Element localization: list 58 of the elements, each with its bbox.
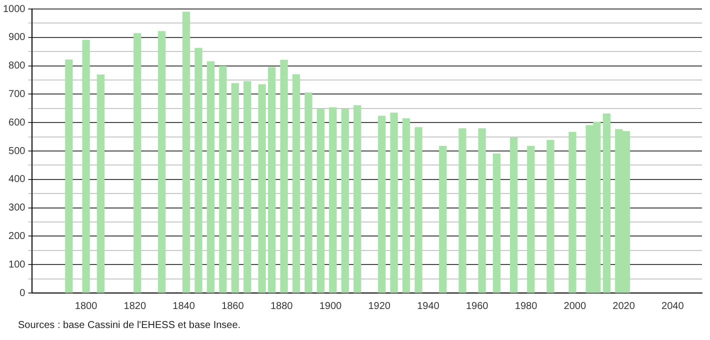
y-tick-label: 0 (20, 288, 26, 299)
x-tick-label: 1860 (222, 300, 244, 312)
bar (439, 146, 447, 293)
bar (546, 140, 554, 293)
bar (258, 84, 266, 293)
bar (268, 67, 276, 293)
bar (378, 116, 386, 293)
bar (280, 60, 288, 293)
bar (304, 92, 312, 293)
x-tick-label: 1940 (417, 300, 440, 312)
bar (329, 107, 337, 293)
bar (568, 132, 576, 293)
bar (82, 40, 90, 293)
bar (354, 105, 362, 293)
x-tick-label: 1960 (466, 300, 489, 312)
x-tick-label: 1980 (514, 300, 538, 312)
y-tick-label: 200 (8, 230, 26, 242)
bar (158, 31, 166, 293)
x-tick-label: 2000 (564, 300, 586, 312)
y-tick-label: 100 (8, 259, 26, 270)
x-tick-label: 1880 (270, 300, 294, 312)
x-tick-label: 2020 (612, 300, 636, 312)
bar (219, 66, 227, 293)
bar (292, 74, 300, 293)
bar (390, 112, 398, 293)
bar (341, 108, 349, 293)
x-tick-label: 1920 (368, 300, 391, 312)
bar (402, 118, 410, 293)
bar (602, 113, 610, 293)
bar (244, 81, 252, 293)
source-note: Sources : base Cassini de l'EHESS et base Insee. (18, 320, 241, 331)
y-tick-label: 700 (8, 88, 26, 100)
y-tick-label: 500 (8, 146, 26, 157)
y-tick-label: 1000 (2, 4, 26, 15)
bar (182, 12, 190, 293)
x-tick-label: 1820 (124, 300, 146, 312)
x-tick-label: 1840 (172, 300, 196, 312)
bar (134, 33, 142, 293)
bar (231, 83, 239, 293)
y-tick-label: 900 (8, 32, 26, 44)
bar (316, 108, 325, 293)
x-tick-label: 2040 (662, 300, 684, 312)
y-tick-label: 800 (8, 60, 26, 72)
bar (96, 74, 105, 293)
x-tick-label: 1900 (319, 300, 342, 312)
bar (65, 60, 73, 293)
bar (206, 61, 215, 293)
x-tick-label: 1800 (74, 300, 98, 312)
bar (510, 137, 518, 293)
bar (492, 154, 501, 293)
bar (478, 128, 486, 293)
bar (194, 48, 202, 293)
bar (527, 146, 535, 293)
y-tick-label: 400 (8, 174, 26, 186)
y-tick-label: 600 (8, 117, 26, 128)
bar (458, 128, 466, 293)
y-tick-label: 300 (8, 202, 26, 214)
bar (414, 127, 422, 293)
